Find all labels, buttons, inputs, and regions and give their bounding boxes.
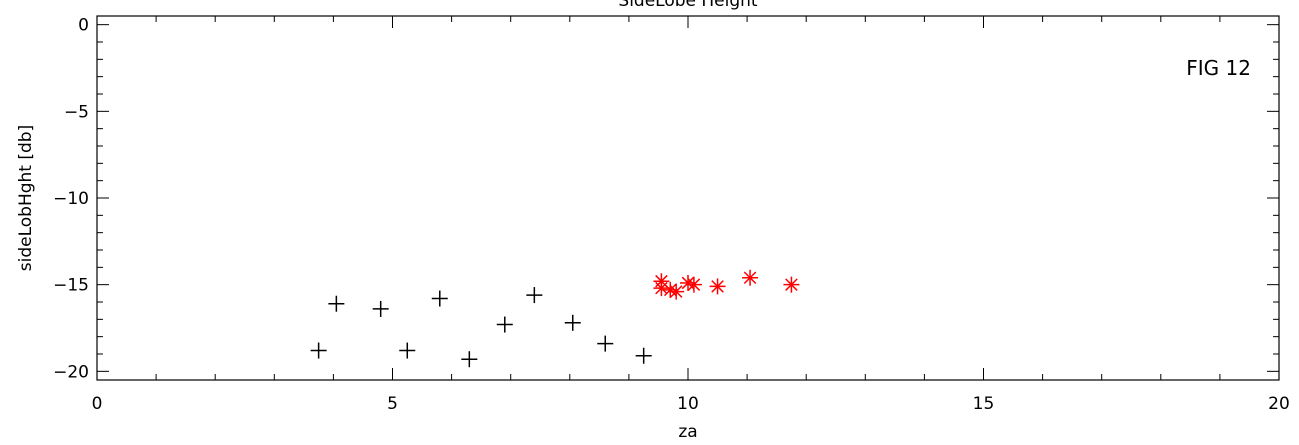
y-tick-label: 0 [78, 16, 89, 36]
x-tick-label: 5 [387, 394, 398, 414]
plus-marker [496, 316, 513, 333]
asterisk-marker [685, 276, 702, 293]
data-points [310, 269, 800, 368]
plus-marker [635, 347, 652, 364]
x-tick-label: 0 [92, 394, 103, 414]
asterisk-marker [668, 283, 685, 300]
y-tick-label: −5 [64, 102, 89, 122]
plot-area [96, 15, 1280, 381]
x-tick-label: 20 [1268, 394, 1290, 414]
chart-title: SideLobe Height [618, 0, 758, 11]
y-tick-label: −15 [53, 276, 89, 296]
x-tick-label: 10 [677, 394, 699, 414]
plus-marker [564, 314, 581, 331]
plus-marker [461, 351, 478, 368]
x-axis: 0 5 10 15 20 [92, 16, 1290, 414]
y-axis-label: sideLobHght [db] [16, 125, 36, 271]
plus-marker [526, 287, 543, 304]
asterisk-marker [742, 269, 759, 286]
y-tick-label: −20 [53, 362, 89, 382]
plus-marker [399, 342, 416, 359]
x-tick-label: 15 [973, 394, 995, 414]
plus-marker [431, 290, 448, 307]
plus-marker [310, 342, 327, 359]
figure-annotation: FIG 12 [1186, 56, 1251, 80]
plus-marker [372, 300, 389, 317]
x-axis-label: za [678, 422, 697, 442]
y-axis: 0 −5 −10 −15 −20 [53, 16, 1279, 382]
asterisk-marker [783, 276, 800, 293]
asterisk-marker [709, 278, 726, 295]
y-tick-label: −10 [53, 189, 89, 209]
plus-marker [597, 335, 614, 352]
plus-marker [328, 295, 345, 312]
